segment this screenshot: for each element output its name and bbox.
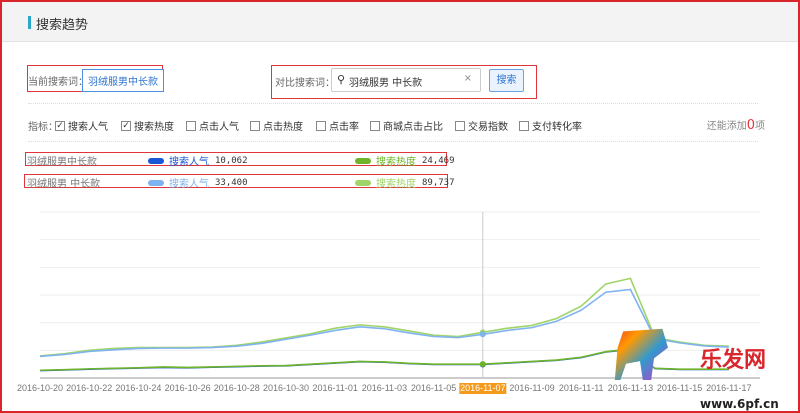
legend-term: 羽绒服男 中长款 — [27, 179, 101, 190]
legend-term: 羽绒服男中长款 — [27, 157, 97, 168]
x-tick-label: 2016-11-03 — [361, 383, 408, 393]
checkbox-icon — [250, 120, 260, 131]
metric-label: 商城点击占比 — [383, 122, 443, 133]
metrics-label: 指标： — [28, 122, 58, 133]
current-term-chip[interactable]: 羽绒服男中长款 — [82, 69, 164, 92]
remain-suffix: 项 — [755, 121, 765, 132]
x-tick-label: 2016-11-15 — [656, 383, 703, 393]
metric-label: 搜索人气 — [68, 122, 108, 133]
x-tick-label: 2016-11-13 — [607, 383, 654, 393]
page-title: 搜索趋势 — [36, 18, 89, 33]
checkbox-icon — [455, 120, 465, 131]
compare-input-value: 羽绒服男 中长款 — [349, 78, 423, 89]
x-tick-label: 2016-10-26 — [164, 383, 211, 393]
checkbox-icon — [316, 120, 326, 131]
divider — [28, 103, 758, 104]
legend-series-label: 搜索热度 — [376, 157, 416, 168]
header-accent — [28, 16, 31, 29]
x-tick-label: 2016-11-07 — [459, 383, 507, 394]
metric-checkbox[interactable]: 支付转化率 — [519, 118, 582, 133]
metric-checkbox[interactable]: 点击率 — [316, 118, 359, 133]
metric-checkbox[interactable]: 交易指数 — [455, 118, 508, 133]
legend-series-label: 搜索人气 — [169, 179, 209, 190]
watermark-url: www.6pf.cn — [700, 397, 779, 411]
current-term-label: 当前搜索词： — [28, 77, 88, 88]
checkbox-icon: ✓ — [121, 120, 131, 131]
compare-search-input[interactable]: ⚲ 羽绒服男 中长款 × — [331, 68, 481, 92]
legend-series-label: 搜索人气 — [169, 157, 209, 168]
watermark-logo-text: 乐发网 — [700, 348, 767, 373]
hover-point — [479, 361, 486, 368]
x-tick-label: 2016-10-24 — [115, 383, 162, 393]
x-tick-label: 2016-11-05 — [410, 383, 457, 393]
legend-swatch — [148, 157, 164, 164]
legend-value: 89,737 — [422, 177, 455, 188]
remaining-count: 还能添加0项 — [707, 117, 765, 133]
metric-label: 搜索热度 — [134, 122, 174, 133]
compare-term-box — [271, 65, 537, 99]
legend-swatch — [148, 179, 164, 186]
metric-checkbox[interactable]: 点击热度 — [250, 118, 303, 133]
hover-point — [479, 331, 486, 338]
legend-swatch — [355, 179, 371, 186]
metric-checkbox[interactable]: ✓ 搜索人气 — [55, 118, 108, 133]
x-tick-label: 2016-10-28 — [213, 383, 260, 393]
metric-checkbox[interactable]: 商城点击占比 — [370, 118, 443, 133]
x-tick-label: 2016-10-22 — [66, 383, 113, 393]
metric-label: 支付转化率 — [532, 122, 582, 133]
legend-value: 24,469 — [422, 155, 455, 166]
checkbox-icon: ✓ — [55, 120, 65, 131]
x-tick-label: 2016-11-17 — [706, 383, 752, 393]
x-tick-label: 2016-11-11 — [558, 383, 604, 393]
divider — [28, 141, 758, 142]
x-tick-label: 2016-11-01 — [312, 383, 358, 393]
legend-series-label: 搜索热度 — [376, 179, 416, 190]
clear-icon[interactable]: × — [463, 73, 472, 84]
series-line — [39, 348, 729, 372]
checkbox-icon — [519, 120, 529, 131]
metric-checkbox[interactable]: ✓ 搜索热度 — [121, 118, 174, 133]
metric-label: 交易指数 — [468, 122, 508, 133]
compare-term-label: 对比搜索词： — [275, 78, 335, 89]
metric-label: 点击率 — [329, 122, 359, 133]
search-button[interactable]: 搜索 — [489, 69, 524, 92]
metric-label: 点击热度 — [263, 122, 303, 133]
metric-label: 点击人气 — [199, 122, 239, 133]
series-line — [39, 288, 729, 358]
legend-swatch — [355, 157, 371, 164]
checkbox-icon — [370, 120, 380, 131]
legend-item[interactable]: 搜索热度 24,469 — [355, 153, 455, 168]
legend-row-box — [24, 174, 448, 188]
legend-item[interactable]: 搜索人气 10,062 — [148, 153, 248, 168]
legend-row-box — [25, 152, 447, 166]
legend-item[interactable]: 搜索人气 33,400 — [148, 175, 248, 190]
legend-item[interactable]: 搜索热度 89,737 — [355, 175, 455, 190]
remain-count: 0 — [746, 118, 755, 133]
metric-checkbox[interactable]: 点击人气 — [186, 118, 239, 133]
remain-prefix: 还能添加 — [706, 121, 747, 132]
legend-value: 33,400 — [215, 177, 248, 188]
section-header: 搜索趋势 — [2, 2, 798, 42]
search-icon: ⚲ — [337, 73, 346, 86]
x-tick-label: 2016-10-30 — [262, 383, 310, 393]
x-tick-label: 2016-11-09 — [509, 383, 555, 393]
checkbox-icon — [186, 120, 196, 131]
legend-value: 10,062 — [215, 155, 248, 166]
x-tick-label: 2016-10-20 — [16, 383, 64, 393]
